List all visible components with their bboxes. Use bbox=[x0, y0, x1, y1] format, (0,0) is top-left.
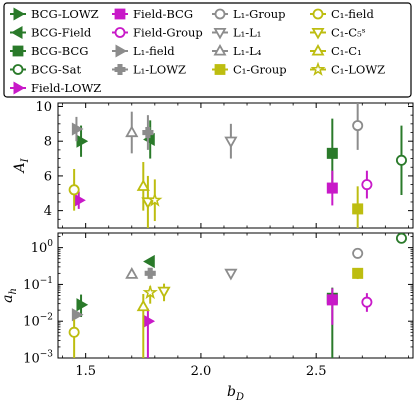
point-l-1-l-4 bbox=[125, 111, 139, 154]
point-bcg-sat bbox=[395, 233, 407, 244]
legend-entry-bcg-field: BCG-Field bbox=[10, 26, 92, 40]
bottom-ytick-label: 10−1 bbox=[23, 276, 53, 293]
legend-entry-c-1-c-5: C₁-C₅ˢ bbox=[310, 26, 366, 40]
point-c-1-lowz bbox=[147, 179, 163, 222]
xlabel: bD bbox=[227, 384, 244, 403]
top-ytick-label: 4 bbox=[44, 204, 52, 219]
point-field-bcg bbox=[326, 288, 338, 325]
point-l-1-group bbox=[352, 247, 364, 259]
point-bcg-field bbox=[143, 254, 155, 269]
legend-label: BCG-LOWZ bbox=[31, 7, 99, 21]
legend-label: C₁-Group bbox=[233, 63, 287, 77]
legend-label: C₁-field bbox=[331, 7, 374, 21]
point-l-1-lowz bbox=[144, 267, 156, 279]
legend-label: C₁-C₁ bbox=[331, 44, 362, 58]
bottom-ytick-label: 100 bbox=[31, 239, 54, 256]
legend-entry-l-1-group: L₁-Group bbox=[212, 7, 286, 21]
point-l-1-l-4 bbox=[125, 267, 139, 279]
point-c-1-field bbox=[68, 168, 80, 211]
legend-label: BCG-Field bbox=[31, 26, 92, 40]
legend-label: C₁-LOWZ bbox=[331, 63, 385, 77]
legend-entry-c-1-c-1: C₁-C₁ bbox=[310, 43, 362, 58]
legend-entry-bcg-sat: BCG-Sat bbox=[10, 63, 81, 77]
legend-entry-l-1-lowz: L₁-LOWZ bbox=[112, 63, 186, 77]
point-bcg-lowz bbox=[76, 294, 89, 318]
top-panel-data bbox=[68, 103, 407, 228]
point-c-1-group bbox=[352, 186, 364, 228]
point-bcg-sat bbox=[395, 125, 407, 196]
legend-label: Field-LOWZ bbox=[31, 81, 101, 95]
legend-label: BCG-BCG bbox=[31, 44, 88, 58]
top-panel-frame bbox=[57, 102, 414, 229]
point-c-1-c-1 bbox=[136, 162, 150, 211]
legend-label: L₁-L₁ bbox=[233, 26, 261, 40]
point-l-1-lowz bbox=[142, 115, 154, 150]
legend-label: BCG-Sat bbox=[31, 63, 81, 77]
top-ytick-label: 10 bbox=[35, 100, 52, 115]
point-l-1-field bbox=[71, 308, 84, 322]
point-l-1-l-1 bbox=[224, 268, 238, 281]
bottom-ytick-label: 10−3 bbox=[23, 350, 53, 367]
bottom-ytick-label: 10−2 bbox=[23, 313, 53, 330]
point-c-1-group bbox=[352, 267, 364, 280]
point-l-1-group bbox=[352, 103, 364, 150]
bottom-panel-data bbox=[68, 233, 407, 358]
top-ytick-label: 6 bbox=[44, 169, 52, 184]
legend-label: L₁-Group bbox=[233, 7, 286, 21]
point-l-1-l-1 bbox=[224, 123, 238, 159]
point-field-lowz bbox=[143, 308, 156, 358]
point-c-1-c-5 bbox=[157, 283, 171, 302]
legend-entry-c-1-lowz: C₁-LOWZ bbox=[310, 61, 385, 77]
bottom-ylabel: ah bbox=[0, 288, 19, 303]
legend-entry-bcg-bcg: BCG-BCG bbox=[10, 44, 88, 58]
point-c-1-lowz bbox=[142, 284, 158, 304]
legend-entry-l-1-l-1: L₁-L₁ bbox=[212, 26, 261, 40]
point-c-1-c-1 bbox=[136, 293, 150, 358]
point-field-group bbox=[361, 293, 373, 312]
legend-frame bbox=[3, 2, 412, 98]
legend-label: L₁-L₄ bbox=[233, 44, 262, 58]
legend-label: Field-BCG bbox=[133, 7, 193, 21]
legend-entry-c-1-field: C₁-field bbox=[310, 7, 374, 21]
legend-entry-c-1-group: C₁-Group bbox=[212, 63, 287, 77]
legend-label: L₁-LOWZ bbox=[133, 63, 186, 77]
legend-entry-field-bcg: Field-BCG bbox=[112, 7, 193, 21]
xtick-label: 2.0 bbox=[191, 364, 212, 379]
point-l-1-field bbox=[71, 116, 84, 142]
point-bcg-field bbox=[143, 120, 155, 159]
point-field-group bbox=[361, 170, 373, 199]
point-field-bcg bbox=[326, 170, 338, 206]
legend-entry-l-1-field: L₁-field bbox=[112, 44, 175, 58]
legend: BCG-LOWZ BCG-Field BCG-BCG BCG-Sat Field-LOW… bbox=[3, 2, 412, 98]
point-c-1-field bbox=[68, 319, 80, 358]
top-ytick-label: 8 bbox=[44, 135, 52, 150]
legend-entry-field-lowz: Field-LOWZ bbox=[10, 81, 101, 95]
top-ylabel: AI bbox=[12, 157, 31, 174]
legend-entry-bcg-lowz: BCG-LOWZ bbox=[10, 7, 99, 21]
legend-label: C₁-C₅ˢ bbox=[331, 26, 366, 40]
legend-entry-l-1-l-4: L₁-L₄ bbox=[212, 43, 262, 58]
legend-entry-field-group: Field-Group bbox=[112, 26, 203, 40]
legend-label: Field-Group bbox=[133, 26, 203, 40]
legend-label: L₁-field bbox=[133, 44, 175, 58]
xtick-label: 2.5 bbox=[306, 364, 327, 379]
xtick-label: 1.5 bbox=[75, 364, 96, 379]
